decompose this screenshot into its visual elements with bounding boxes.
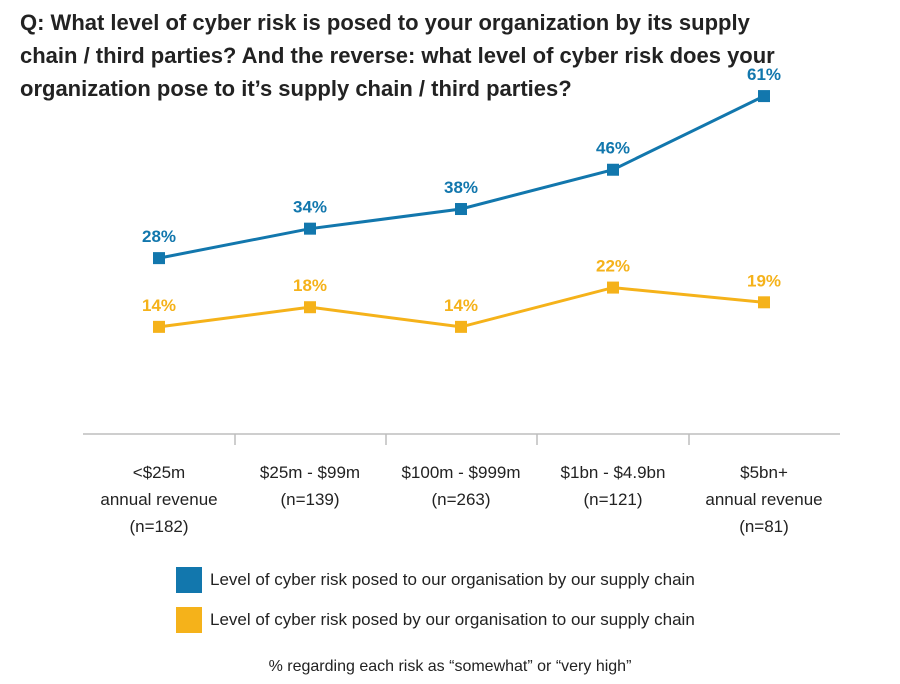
line-chart: <$25m annual revenue (n=182) $25m - $99m (n=…	[83, 65, 840, 536]
data-point	[758, 296, 770, 309]
data-point	[455, 320, 467, 333]
x-tick-label: (n=81)	[739, 517, 789, 536]
chart-title: Q: What level of cyber risk is posed to …	[20, 6, 890, 105]
data-label: 14%	[142, 296, 176, 315]
data-point	[304, 301, 316, 314]
data-point	[304, 222, 316, 235]
legend-item-inbound: Level of cyber risk posed to our organis…	[176, 560, 695, 600]
title-line-1: Q: What level of cyber risk is posed to …	[20, 10, 750, 35]
legend-item-outbound: Level of cyber risk posed by our organis…	[176, 600, 695, 640]
data-point	[607, 281, 619, 294]
x-tick-label: (n=182)	[129, 517, 188, 536]
title-line-3: organization pose to it’s supply chain /…	[20, 76, 572, 101]
x-tick-label: annual revenue	[705, 490, 822, 509]
legend-swatch-blue	[176, 567, 202, 593]
x-tick-label: $1bn - $4.9bn	[561, 463, 666, 482]
x-tick-label: (n=139)	[280, 490, 339, 509]
data-label: 34%	[293, 198, 327, 217]
data-label: 18%	[293, 276, 327, 295]
legend-label-inbound: Level of cyber risk posed to our organis…	[210, 570, 695, 589]
legend-swatch-yellow	[176, 607, 202, 633]
x-tick-label: annual revenue	[100, 490, 217, 509]
x-tick-label: $25m - $99m	[260, 463, 360, 482]
data-label: 14%	[444, 296, 478, 315]
data-label: 61%	[747, 65, 781, 84]
x-tick-label: $5bn+	[740, 463, 788, 482]
data-label: 22%	[596, 257, 630, 276]
data-label: 19%	[747, 271, 781, 290]
x-tick-label: (n=263)	[431, 490, 490, 509]
x-tick-label: <$25m	[133, 463, 185, 482]
legend: Level of cyber risk posed to our organis…	[176, 560, 695, 640]
data-label: 38%	[444, 178, 478, 197]
data-point	[758, 90, 770, 103]
x-tick-label: (n=121)	[583, 490, 642, 509]
footnote: % regarding each risk as “somewhat” or “…	[268, 658, 632, 675]
x-tick-label: $100m - $999m	[401, 463, 520, 482]
legend-label-outbound: Level of cyber risk posed by our organis…	[210, 610, 695, 629]
data-point	[153, 252, 165, 265]
data-label: 46%	[596, 139, 630, 158]
data-point	[607, 163, 619, 176]
data-label: 28%	[142, 227, 176, 246]
data-point	[455, 203, 467, 216]
title-line-2: chain / third parties? And the reverse: …	[20, 43, 775, 68]
data-point	[153, 320, 165, 333]
